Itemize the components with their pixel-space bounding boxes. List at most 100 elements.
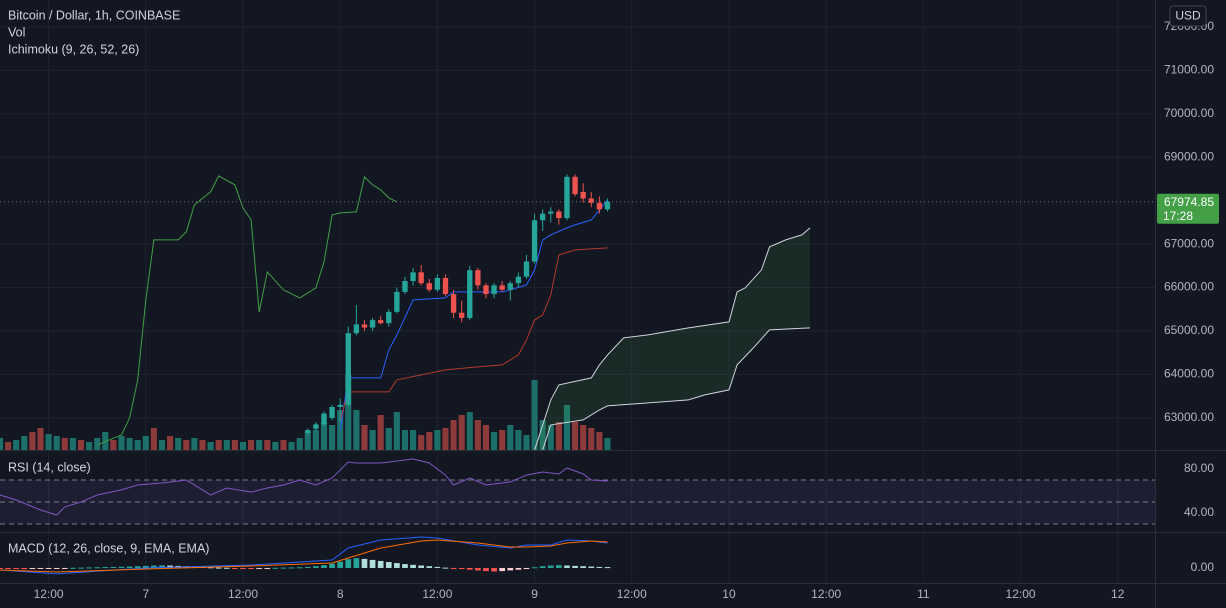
candle-body bbox=[556, 211, 562, 219]
macd-histogram-bar bbox=[329, 563, 335, 568]
volume-bar bbox=[215, 440, 222, 450]
ichimoku-line bbox=[97, 175, 398, 446]
macd-histogram-bar bbox=[539, 566, 546, 568]
macd-histogram-bar bbox=[13, 567, 20, 570]
volume-bar bbox=[37, 428, 44, 450]
volume-bar bbox=[110, 440, 117, 450]
macd-histogram-bar bbox=[507, 567, 514, 571]
candle-body bbox=[450, 294, 457, 313]
volume-bar bbox=[450, 420, 457, 450]
symbol-title: Bitcoin / Dollar, 1h, COINBASE bbox=[8, 8, 180, 22]
volume-bar bbox=[191, 438, 198, 450]
volume-bar bbox=[264, 440, 271, 450]
volume-bar bbox=[304, 432, 311, 450]
macd-histogram-bar bbox=[5, 567, 11, 569]
ichimoku-legend: Ichimoku (9, 26, 52, 26) bbox=[8, 42, 139, 56]
macd-histogram-bar bbox=[499, 567, 506, 572]
volume-bar bbox=[361, 425, 368, 450]
macd-title: MACD (12, 26, close, 9, EMA, EMA) bbox=[8, 541, 209, 555]
macd-histogram-bar bbox=[304, 566, 311, 568]
y-tick-label: 71000.00 bbox=[1164, 63, 1214, 77]
macd-histogram-bar bbox=[564, 565, 570, 568]
macd-histogram-bar bbox=[288, 567, 295, 569]
macd-histogram-bar bbox=[118, 566, 125, 568]
volume-bar bbox=[61, 438, 68, 450]
macd-line bbox=[0, 536, 608, 575]
candle-body bbox=[361, 324, 368, 328]
ichimoku-line bbox=[534, 227, 811, 450]
macd-histogram-bar bbox=[369, 559, 376, 568]
macd-histogram-bar bbox=[313, 566, 319, 568]
volume-bar bbox=[539, 420, 546, 450]
volume-bar bbox=[248, 440, 255, 450]
volume-bar bbox=[434, 430, 441, 450]
candle-body bbox=[580, 191, 586, 199]
macd-histogram-bar bbox=[280, 567, 287, 569]
macd-histogram-bar bbox=[167, 565, 173, 568]
volume-bar bbox=[531, 380, 538, 450]
x-tick-label: 12:00 bbox=[811, 587, 841, 601]
y-tick-label: 40.00 bbox=[1184, 505, 1214, 519]
macd-histogram-bar bbox=[110, 566, 117, 568]
volume-bar bbox=[458, 415, 465, 450]
macd-histogram-bar bbox=[475, 567, 481, 571]
ichimoku-line bbox=[339, 247, 608, 421]
macd-histogram-bar bbox=[248, 567, 254, 569]
volume-bar bbox=[102, 432, 109, 450]
candle-body bbox=[345, 333, 351, 405]
volume-bar bbox=[604, 438, 611, 450]
ichimoku-line bbox=[542, 327, 811, 450]
macd-histogram-bar bbox=[126, 566, 133, 568]
currency-label[interactable]: USD bbox=[1175, 9, 1201, 23]
volume-bar bbox=[167, 436, 174, 450]
candle-body bbox=[410, 272, 416, 282]
macd-histogram-bar bbox=[70, 567, 76, 569]
volume-bar bbox=[523, 435, 530, 450]
volume-bar bbox=[442, 428, 449, 450]
currency-button[interactable] bbox=[1169, 5, 1207, 27]
macd-histogram-bar bbox=[458, 567, 465, 570]
candle-body bbox=[588, 198, 594, 203]
macd-histogram-bar bbox=[361, 558, 368, 568]
macd-histogram-bar bbox=[0, 567, 3, 569]
candle-body bbox=[604, 201, 611, 210]
volume-bar bbox=[369, 430, 376, 450]
macd-histogram-bar bbox=[223, 567, 230, 569]
macd-histogram-bar bbox=[45, 567, 52, 569]
macd-histogram-bar bbox=[377, 560, 384, 568]
volume-bar bbox=[571, 422, 579, 450]
x-tick-label: 8 bbox=[337, 587, 344, 601]
volume-bar bbox=[94, 438, 101, 450]
volume-bar bbox=[5, 442, 12, 450]
macd-histogram-bar bbox=[86, 567, 92, 569]
volume-bar bbox=[401, 430, 409, 450]
macd-histogram-bar bbox=[572, 565, 578, 568]
candle-body bbox=[442, 277, 449, 295]
y-tick-label: 64000.00 bbox=[1164, 367, 1214, 381]
macd-histogram-bar bbox=[402, 564, 408, 568]
volume-bar bbox=[134, 440, 141, 450]
volume-bar bbox=[337, 410, 344, 450]
volume-bar bbox=[183, 440, 190, 450]
macd-histogram-bar bbox=[159, 565, 165, 568]
x-tick-label: 11 bbox=[917, 587, 930, 601]
x-tick-label: 9 bbox=[531, 587, 538, 601]
macd-histogram-bar bbox=[515, 567, 522, 570]
countdown-label: 17:28 bbox=[1163, 209, 1193, 223]
macd-histogram-bar bbox=[232, 567, 238, 569]
volume-bar bbox=[288, 442, 295, 450]
macd-panel bbox=[0, 536, 611, 575]
volume-bar bbox=[256, 440, 263, 450]
y-tick-label: 69000.00 bbox=[1164, 149, 1214, 163]
axes-layer: 12:00 7 12:00 8 12:00 9 12:00 10 12:00 11 12:00 12 7… bbox=[34, 19, 1219, 601]
volume-bar bbox=[507, 425, 514, 450]
macd-histogram-bar bbox=[588, 566, 595, 568]
x-tick-label: 12:00 bbox=[422, 587, 452, 601]
macd-histogram-bar bbox=[531, 567, 538, 569]
candle-body bbox=[523, 261, 530, 277]
candle-body bbox=[515, 276, 522, 284]
candle-body bbox=[337, 404, 343, 407]
volume-bar bbox=[29, 432, 36, 450]
macd-histogram-bar bbox=[604, 567, 611, 569]
